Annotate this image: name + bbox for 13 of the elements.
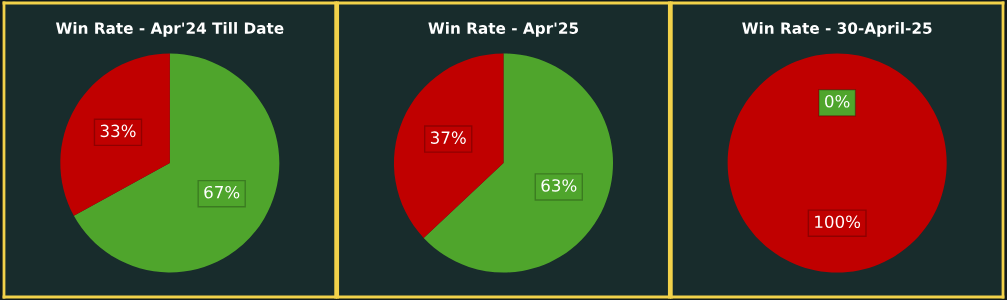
text: 0%	[825, 94, 850, 108]
chart-title: Win Rate - Apr'25	[428, 22, 579, 37]
data-label: 100%	[815, 215, 861, 229]
data-label: 37%	[430, 131, 466, 144]
pie-slice	[423, 53, 614, 273]
chart-title: Win Rate - 30-April-25	[742, 22, 932, 37]
pie-slice	[394, 53, 504, 238]
data-label: 67%	[204, 185, 240, 199]
data-label: 33%	[100, 124, 136, 138]
pie-slice	[60, 53, 170, 216]
data-label: 63%	[541, 179, 577, 192]
chart-title: Win Rate - Apr'24 Till Date	[55, 22, 284, 37]
pie-slice	[73, 53, 280, 273]
